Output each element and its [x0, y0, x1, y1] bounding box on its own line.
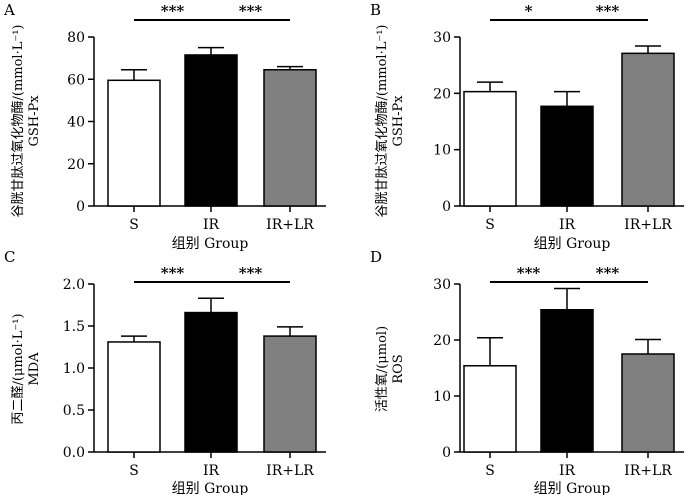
x-tick-label: S: [485, 463, 495, 479]
bar: [263, 335, 317, 453]
bar: [540, 105, 594, 207]
significance-label: *: [525, 2, 533, 20]
x-tick-label: IR+LR: [266, 217, 314, 233]
bar: [263, 68, 317, 207]
panel-letter: C: [4, 248, 15, 266]
y-tick-label: 30: [433, 277, 451, 293]
panel-letter: D: [370, 248, 382, 266]
bar: [463, 365, 517, 453]
x-axis-label: 组别 Group: [534, 236, 611, 252]
y-tick-label: 0: [442, 445, 451, 461]
x-tick-label: IR: [203, 217, 220, 233]
x-axis-label: 组别 Group: [534, 481, 611, 495]
x-tick-label: S: [129, 217, 139, 233]
y-tick-label: 20: [67, 157, 85, 173]
bar: [184, 54, 238, 207]
y-tick-label: 60: [67, 72, 85, 88]
significance-label: ***: [239, 264, 263, 282]
chart-panel-d: D 0 10 20 30 S IR IR+LR 组别 Group 活性氧/(μmol)ROS ***…: [370, 248, 684, 495]
y-tick-label: 10: [433, 143, 451, 159]
y-tick-label: 10: [433, 389, 451, 405]
y-tick-label: 0.5: [63, 403, 85, 419]
chart-panel-c: C 0.0 0.5 1.0 1.5 2.0 S IR IR+LR 组别 Group 丙二醛/(μmo…: [4, 248, 326, 495]
x-tick-label: IR: [559, 463, 576, 479]
bar: [463, 90, 517, 207]
chart-panel-b: B 0 10 20 30 S IR IR+LR 组别 Group 谷胱甘肽过氧化物酶/(mmol·…: [370, 1, 684, 252]
y-tick-label: 20: [433, 333, 451, 349]
x-axis-label: 组别 Group: [172, 236, 249, 252]
y-tick-label: 2.0: [63, 277, 85, 293]
y-tick-label: 1.0: [63, 361, 85, 377]
x-tick-label: IR+LR: [624, 463, 672, 479]
y-axis-label: 活性氧/(μmol)ROS: [375, 326, 406, 412]
bar: [621, 52, 675, 207]
y-axis-label: 丙二醛/(μmol·L⁻¹)MDA: [10, 313, 42, 424]
y-tick-label: 80: [67, 30, 85, 46]
x-tick-label: IR: [559, 217, 576, 233]
x-tick-label: S: [485, 217, 495, 233]
y-tick-label: 0.0: [63, 445, 85, 461]
bar: [621, 353, 675, 453]
bar: [107, 341, 161, 453]
x-axis-label: 组别 Group: [172, 481, 249, 495]
x-tick-label: IR+LR: [624, 217, 672, 233]
bar: [540, 309, 594, 453]
significance-label: ***: [239, 2, 263, 20]
panel-letter: B: [370, 1, 381, 19]
significance-label: ***: [161, 264, 185, 282]
x-tick-label: S: [129, 463, 139, 479]
bar: [184, 311, 238, 453]
chart-panel-a: A 0 20 40 60 80 S IR IR+LR 组别 Group 谷胱甘肽过氧化物酶/(mmo…: [3, 1, 326, 252]
y-axis-label: 谷胱甘肽过氧化物酶/(mmol·L⁻¹)GSH-Px: [10, 24, 42, 217]
significance-label: ***: [517, 264, 541, 282]
y-tick-label: 40: [67, 115, 85, 131]
x-tick-label: IR+LR: [266, 463, 314, 479]
x-tick-label: IR: [203, 463, 220, 479]
y-axis-label: 谷胱甘肽过氧化物酶/(mmol·L⁻¹)GSH-Px: [374, 24, 406, 217]
y-tick-label: 30: [433, 30, 451, 46]
y-tick-label: 1.5: [63, 319, 85, 335]
bar: [107, 79, 161, 207]
y-tick-label: 20: [433, 86, 451, 102]
significance-label: ***: [161, 2, 185, 20]
y-tick-label: 0: [442, 199, 451, 215]
y-tick-label: 0: [76, 199, 85, 215]
panel-letter: A: [3, 1, 15, 19]
significance-label: ***: [596, 264, 620, 282]
significance-label: ***: [596, 2, 620, 20]
